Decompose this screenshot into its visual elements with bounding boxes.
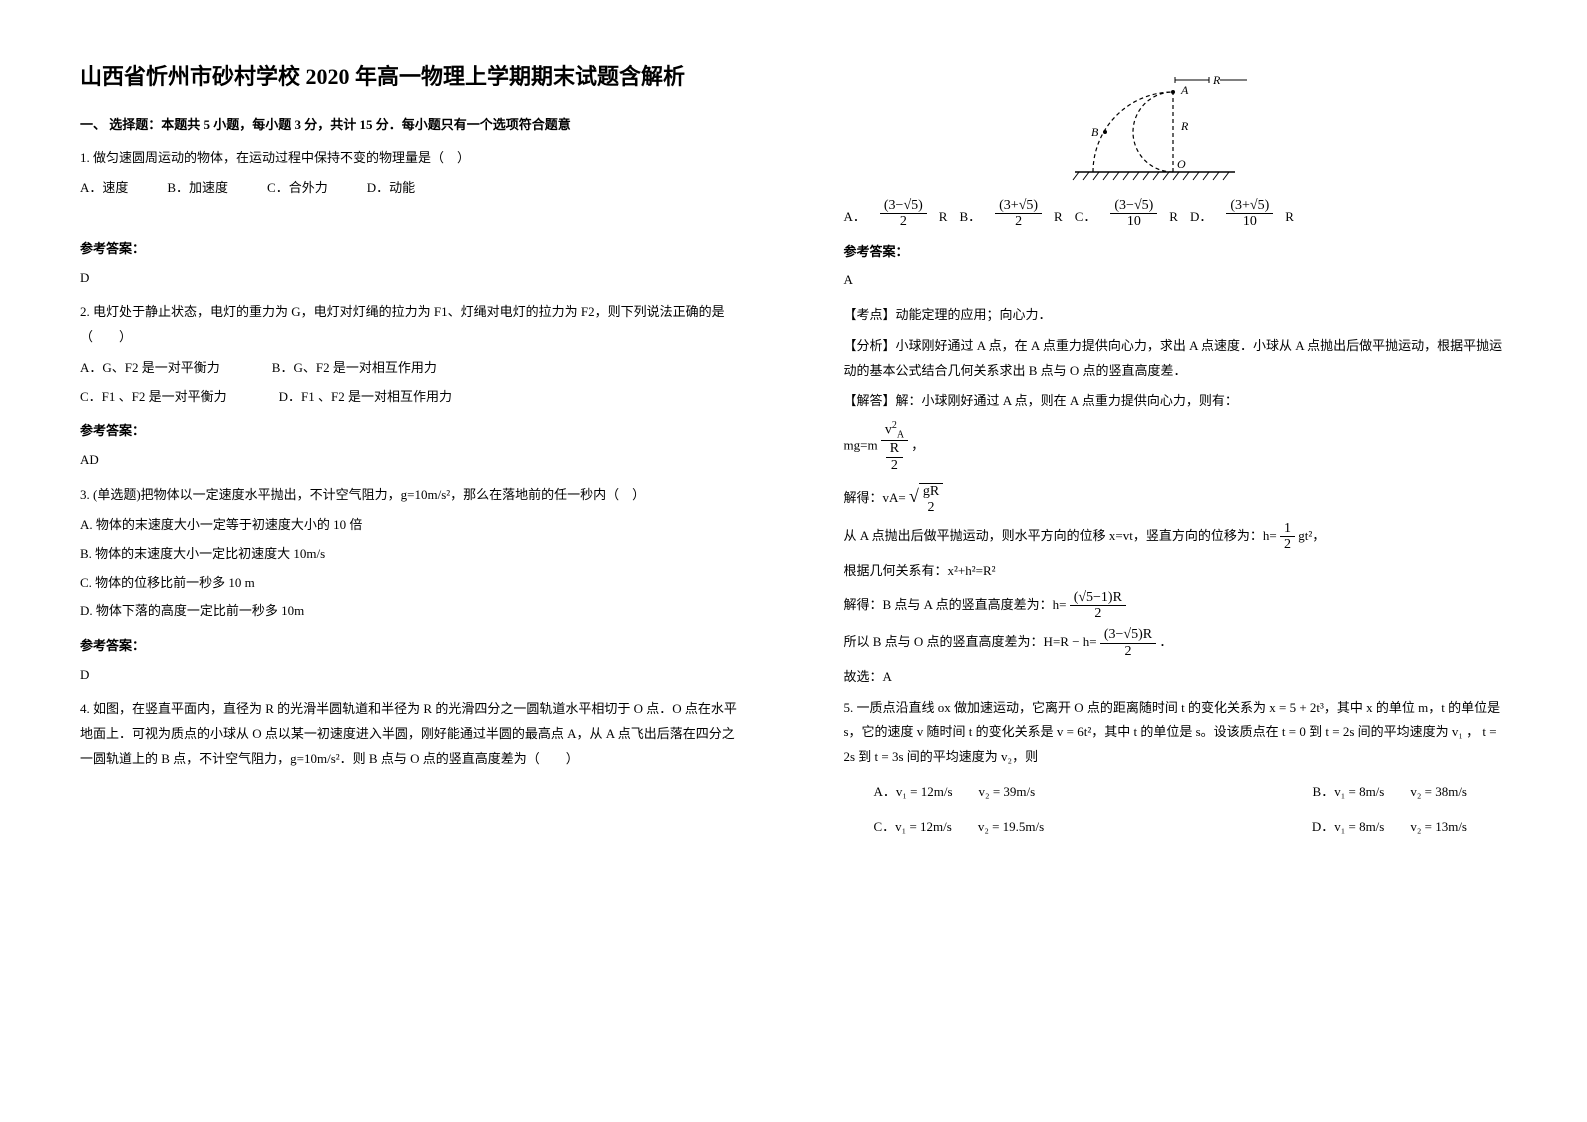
q5-row-CD: C．v₁ = 12m/s v₂ = 19.5m/s D．v₁ = 8m/s v₂…	[874, 815, 1468, 840]
q1-stem: 1. 做匀速圆周运动的物体，在运动过程中保持不变的物理量是（ ）	[80, 146, 744, 171]
q4-answer: A	[844, 268, 1508, 293]
label-O: O	[1177, 157, 1186, 171]
unit-R-a: R	[939, 205, 948, 230]
left-column: 山西省忻州市砂村学校 2020 年高一物理上学期期末试题含解析 一、 选择题：本…	[0, 0, 794, 1122]
q4-line3: 根据几何关系有：x²+h²=R²	[844, 559, 1508, 584]
q3-stem: 3. (单选题)把物体以一定速度水平抛出，不计空气阻力，g=10m/s²，那么在…	[80, 483, 744, 508]
q3-answer: D	[80, 663, 744, 688]
q4-choice-A-label: A．	[844, 205, 866, 230]
q3-answer-label: 参考答案：	[80, 634, 744, 659]
unit-R-c: R	[1169, 205, 1178, 230]
q5-optD: D．v₁ = 8m/s v₂ = 13m/s	[1312, 815, 1467, 840]
q4-choice-C-frac: (3−√5)10	[1110, 198, 1157, 230]
q4-guxuan: 故选：A	[844, 665, 1508, 690]
q4-answer-label: 参考答案：	[844, 240, 1508, 265]
q2-stem: 2. 电灯处于静止状态，电灯的重力为 G，电灯对灯绳的拉力为 F1、灯绳对电灯的…	[80, 300, 744, 349]
q4-choice-B-frac: (3+√5)2	[995, 198, 1042, 230]
right-column: A B O R R A． (3−√5)2 R B． (3+√5)2 R C． (…	[794, 0, 1587, 1122]
q3-optD: D. 物体下落的高度一定比前一秒多 10m	[80, 599, 744, 624]
q4-choice-A-frac: (3−√5)2	[880, 198, 927, 230]
q4-choice-D-label: D．	[1190, 205, 1212, 230]
q1-options: A．速度 B．加速度 C．合外力 D．动能	[80, 176, 744, 201]
q2-optB: B．G、F2 是一对相互作用力	[272, 360, 437, 375]
q2-optA: A．G、F2 是一对平衡力	[80, 360, 220, 375]
section-1-heading: 一、 选择题：本题共 5 小题，每小题 3 分，共计 15 分．每小题只有一个选…	[80, 113, 744, 138]
q5-optA: A．v₁ = 12m/s v₂ = 39m/s	[874, 780, 1036, 805]
q4-stem: 4. 如图，在竖直平面内，直径为 R 的光滑半圆轨道和半径为 R 的光滑四分之一…	[80, 697, 744, 771]
q4-choice-C-label: C．	[1075, 205, 1097, 230]
q2-optD: D．F1 、F2 是一对相互作用力	[279, 389, 452, 404]
q4-line4: 解得：B 点与 A 点的竖直高度差为：h= (√5−1)R2	[844, 590, 1508, 622]
q5-optB: B．v₁ = 8m/s v₂ = 38m/s	[1313, 780, 1467, 805]
eq-va: 解得：vA= √gR2	[844, 479, 1508, 515]
q4-choices: A． (3−√5)2 R B． (3+√5)2 R C． (3−√5)10 R …	[844, 198, 1508, 230]
q3-optC: C. 物体的位移比前一秒多 10 m	[80, 571, 744, 596]
q4-diagram: A B O R R	[1055, 60, 1295, 190]
page-title: 山西省忻州市砂村学校 2020 年高一物理上学期期末试题含解析	[80, 60, 744, 93]
unit-R-d: R	[1285, 205, 1294, 230]
q4-fenxi: 【分析】小球刚好通过 A 点，在 A 点重力提供向心力，求出 A 点速度．小球从…	[844, 334, 1508, 383]
eq-centripetal: mg=m v2A R2 ，	[844, 420, 1508, 473]
q5-optC: C．v₁ = 12m/s v₂ = 19.5m/s	[874, 815, 1045, 840]
q1-answer-label: 参考答案：	[80, 237, 744, 262]
q3-optB: B. 物体的末速度大小一定比初速度大 10m/s	[80, 542, 744, 567]
q5-row-AB: A．v₁ = 12m/s v₂ = 39m/s B．v₁ = 8m/s v₂ =…	[874, 780, 1468, 805]
label-R-top: R	[1212, 73, 1221, 87]
label-R-inner: R	[1180, 119, 1189, 133]
label-B: B	[1091, 125, 1099, 139]
q4-line2: 从 A 点抛出后做平抛运动，则水平方向的位移 x=vt，竖直方向的位移为：h= …	[844, 521, 1508, 553]
q4-kaodian: 【考点】动能定理的应用；向心力．	[844, 303, 1508, 328]
q2-optC: C．F1 、F2 是一对平衡力	[80, 389, 227, 404]
q2-answer-label: 参考答案：	[80, 419, 744, 444]
q4-choice-D-frac: (3+√5)10	[1226, 198, 1273, 230]
q2-answer: AD	[80, 448, 744, 473]
q3-optA: A. 物体的末速度大小一定等于初速度大小的 10 倍	[80, 513, 744, 538]
q4-choice-B-label: B．	[959, 205, 981, 230]
label-A: A	[1180, 83, 1189, 97]
q5-stem: 5. 一质点沿直线 ox 做加速运动，它离开 O 点的距离随时间 t 的变化关系…	[844, 696, 1508, 770]
q4-line5: 所以 B 点与 O 点的竖直高度差为：H=R − h= (3−√5)R2 ．	[844, 627, 1508, 659]
unit-R-b: R	[1054, 205, 1063, 230]
q4-jieda-1: 【解答】解：小球刚好通过 A 点，则在 A 点重力提供向心力，则有：	[844, 389, 1508, 414]
q1-answer: D	[80, 266, 744, 291]
